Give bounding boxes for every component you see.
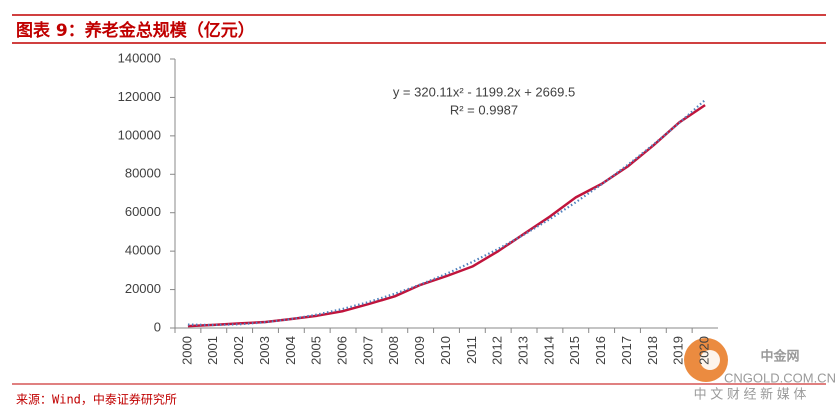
x-tick-label: 2015 bbox=[567, 336, 582, 365]
y-tick-label: 60000 bbox=[125, 204, 161, 219]
x-tick-label: 2005 bbox=[309, 336, 324, 365]
x-tick-label: 2012 bbox=[490, 336, 505, 365]
source: 来源：Wind，中泰证券研究所 bbox=[16, 392, 177, 407]
x-tick-label: 2008 bbox=[386, 336, 401, 365]
y-tick-label: 40000 bbox=[125, 243, 161, 258]
annotation: y = 320.11x² - 1199.2x + 2669.5 bbox=[393, 84, 575, 99]
x-tick-label: 2003 bbox=[257, 336, 272, 365]
annotation: R² = 0.9987 bbox=[450, 102, 518, 117]
title: 图表 9：养老金总规模（亿元） bbox=[16, 20, 255, 41]
x-tick-label: 2013 bbox=[516, 336, 531, 365]
data-line bbox=[187, 104, 706, 328]
trend-line bbox=[187, 99, 706, 327]
x-tick-label: 2011 bbox=[464, 336, 479, 364]
y-tick-label: 120000 bbox=[118, 89, 161, 104]
logo bbox=[700, 350, 720, 370]
x-tick-label: 2006 bbox=[335, 336, 350, 365]
x-tick-label: 2020 bbox=[697, 336, 712, 365]
x-tick-label: 2017 bbox=[619, 336, 634, 365]
x-tick-label: 2018 bbox=[645, 336, 660, 365]
x-tick-label: 2000 bbox=[179, 336, 194, 365]
x-tick-label: 2010 bbox=[438, 336, 453, 365]
x-tick-label: 2001 bbox=[205, 336, 220, 365]
x-tick-label: 2002 bbox=[231, 336, 246, 365]
x-tick-label: 2007 bbox=[360, 336, 375, 365]
watermark-brand: 中金网 bbox=[760, 348, 799, 363]
x-tick-label: 2004 bbox=[283, 336, 298, 365]
x-tick-label: 2014 bbox=[541, 336, 556, 365]
y-tick-label: 80000 bbox=[125, 166, 161, 181]
y-tick-label: 140000 bbox=[118, 50, 161, 65]
y-tick-label: 100000 bbox=[118, 127, 161, 142]
x-tick-label: 2016 bbox=[593, 336, 608, 365]
x-tick-label: 2009 bbox=[412, 336, 427, 365]
y-tick-label: 20000 bbox=[125, 281, 161, 296]
watermark-site: CNGOLD.COM.CN bbox=[724, 370, 836, 385]
watermark-slogan: 中 文 财 经 新 媒 体 bbox=[694, 386, 807, 401]
x-tick-label: 2019 bbox=[671, 336, 686, 365]
y-tick-label: 0 bbox=[154, 319, 161, 334]
